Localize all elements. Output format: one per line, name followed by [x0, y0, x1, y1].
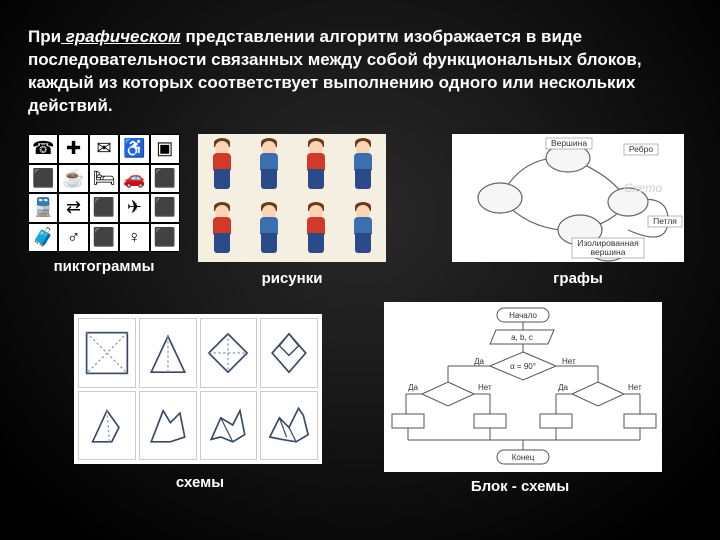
pictogram-cell: ♂ [58, 223, 88, 253]
pictogram-cell: ⬛ [150, 164, 180, 194]
pictogram-cell: ☎ [28, 134, 58, 164]
caption-flowcharts: Блок - схемы [440, 478, 600, 495]
drawings-tile [198, 134, 386, 262]
svg-text:Петля: Петля [653, 216, 677, 226]
pictogram-cell: ♿ [119, 134, 149, 164]
heading-graphical: графическом [61, 27, 181, 46]
pictogram-cell: 🚆 [28, 193, 58, 223]
drawing-cell [339, 198, 386, 262]
heading-prefix: При [28, 27, 61, 46]
svg-text:Да: Да [408, 383, 418, 392]
caption-pictograms: пиктограммы [24, 258, 184, 275]
svg-text:Нет: Нет [628, 383, 642, 392]
pictogram-cell: ⬛ [28, 164, 58, 194]
svg-text:a, b, c: a, b, c [511, 333, 533, 342]
svg-text:Cxemo: Cxemo [624, 181, 662, 195]
graph-svg: Вершина Ребро Петля Изолированная вершин… [452, 134, 684, 262]
svg-text:вершина: вершина [591, 247, 626, 257]
pictogram-cell: 🚗 [119, 164, 149, 194]
pictogram-cell: ☕ [58, 164, 88, 194]
pictogram-cell: ⬛ [89, 223, 119, 253]
caption-schemes: схемы [120, 474, 280, 491]
pictogram-cell: ⬛ [150, 193, 180, 223]
caption-graphs: графы [498, 270, 658, 287]
svg-text:Ребро: Ребро [629, 144, 654, 154]
origami-grid [74, 314, 322, 464]
pictogram-grid: ☎✚✉♿▣⬛☕🛏🚗⬛🚆⇄⬛✈⬛🧳♂⬛♀⬛ [28, 134, 180, 252]
pictogram-cell: 🛏 [89, 164, 119, 194]
caption-drawings: рисунки [212, 270, 372, 287]
svg-text:Вершина: Вершина [551, 138, 587, 148]
pictograms-tile: ☎✚✉♿▣⬛☕🛏🚗⬛🚆⇄⬛✈⬛🧳♂⬛♀⬛ [28, 134, 180, 252]
drawing-cell [245, 198, 292, 262]
drawing-cell [245, 134, 292, 198]
pictogram-cell: ✈ [119, 193, 149, 223]
heading: При графическом представлении алгоритм и… [28, 26, 692, 118]
pictogram-cell: ✉ [89, 134, 119, 164]
drawing-cell [339, 134, 386, 198]
pictogram-cell: ♀ [119, 223, 149, 253]
pictogram-cell: ⇄ [58, 193, 88, 223]
graphs-tile: Вершина Ребро Петля Изолированная вершин… [452, 134, 684, 262]
pictogram-cell: ✚ [58, 134, 88, 164]
drawing-cell [292, 134, 339, 198]
drawing-cell [198, 198, 245, 262]
pictogram-cell: ⬛ [89, 193, 119, 223]
flowchart-svg: Начало a, b, c α = 90° Да Нет Да Нет Да [384, 302, 662, 472]
svg-text:Конец: Конец [512, 453, 535, 462]
svg-text:Нет: Нет [562, 357, 576, 366]
svg-text:α = 90°: α = 90° [510, 362, 536, 371]
svg-text:Да: Да [558, 383, 568, 392]
drawings-grid [198, 134, 386, 262]
svg-text:Начало: Начало [509, 311, 537, 320]
svg-text:Нет: Нет [478, 383, 492, 392]
pictogram-cell: ⬛ [150, 223, 180, 253]
pictogram-cell: 🧳 [28, 223, 58, 253]
flowchart-tile: Начало a, b, c α = 90° Да Нет Да Нет Да [384, 302, 662, 472]
pictogram-cell: ▣ [150, 134, 180, 164]
drawing-cell [292, 198, 339, 262]
drawing-cell [198, 134, 245, 198]
svg-text:Да: Да [474, 357, 484, 366]
schemes-tile [74, 314, 322, 464]
